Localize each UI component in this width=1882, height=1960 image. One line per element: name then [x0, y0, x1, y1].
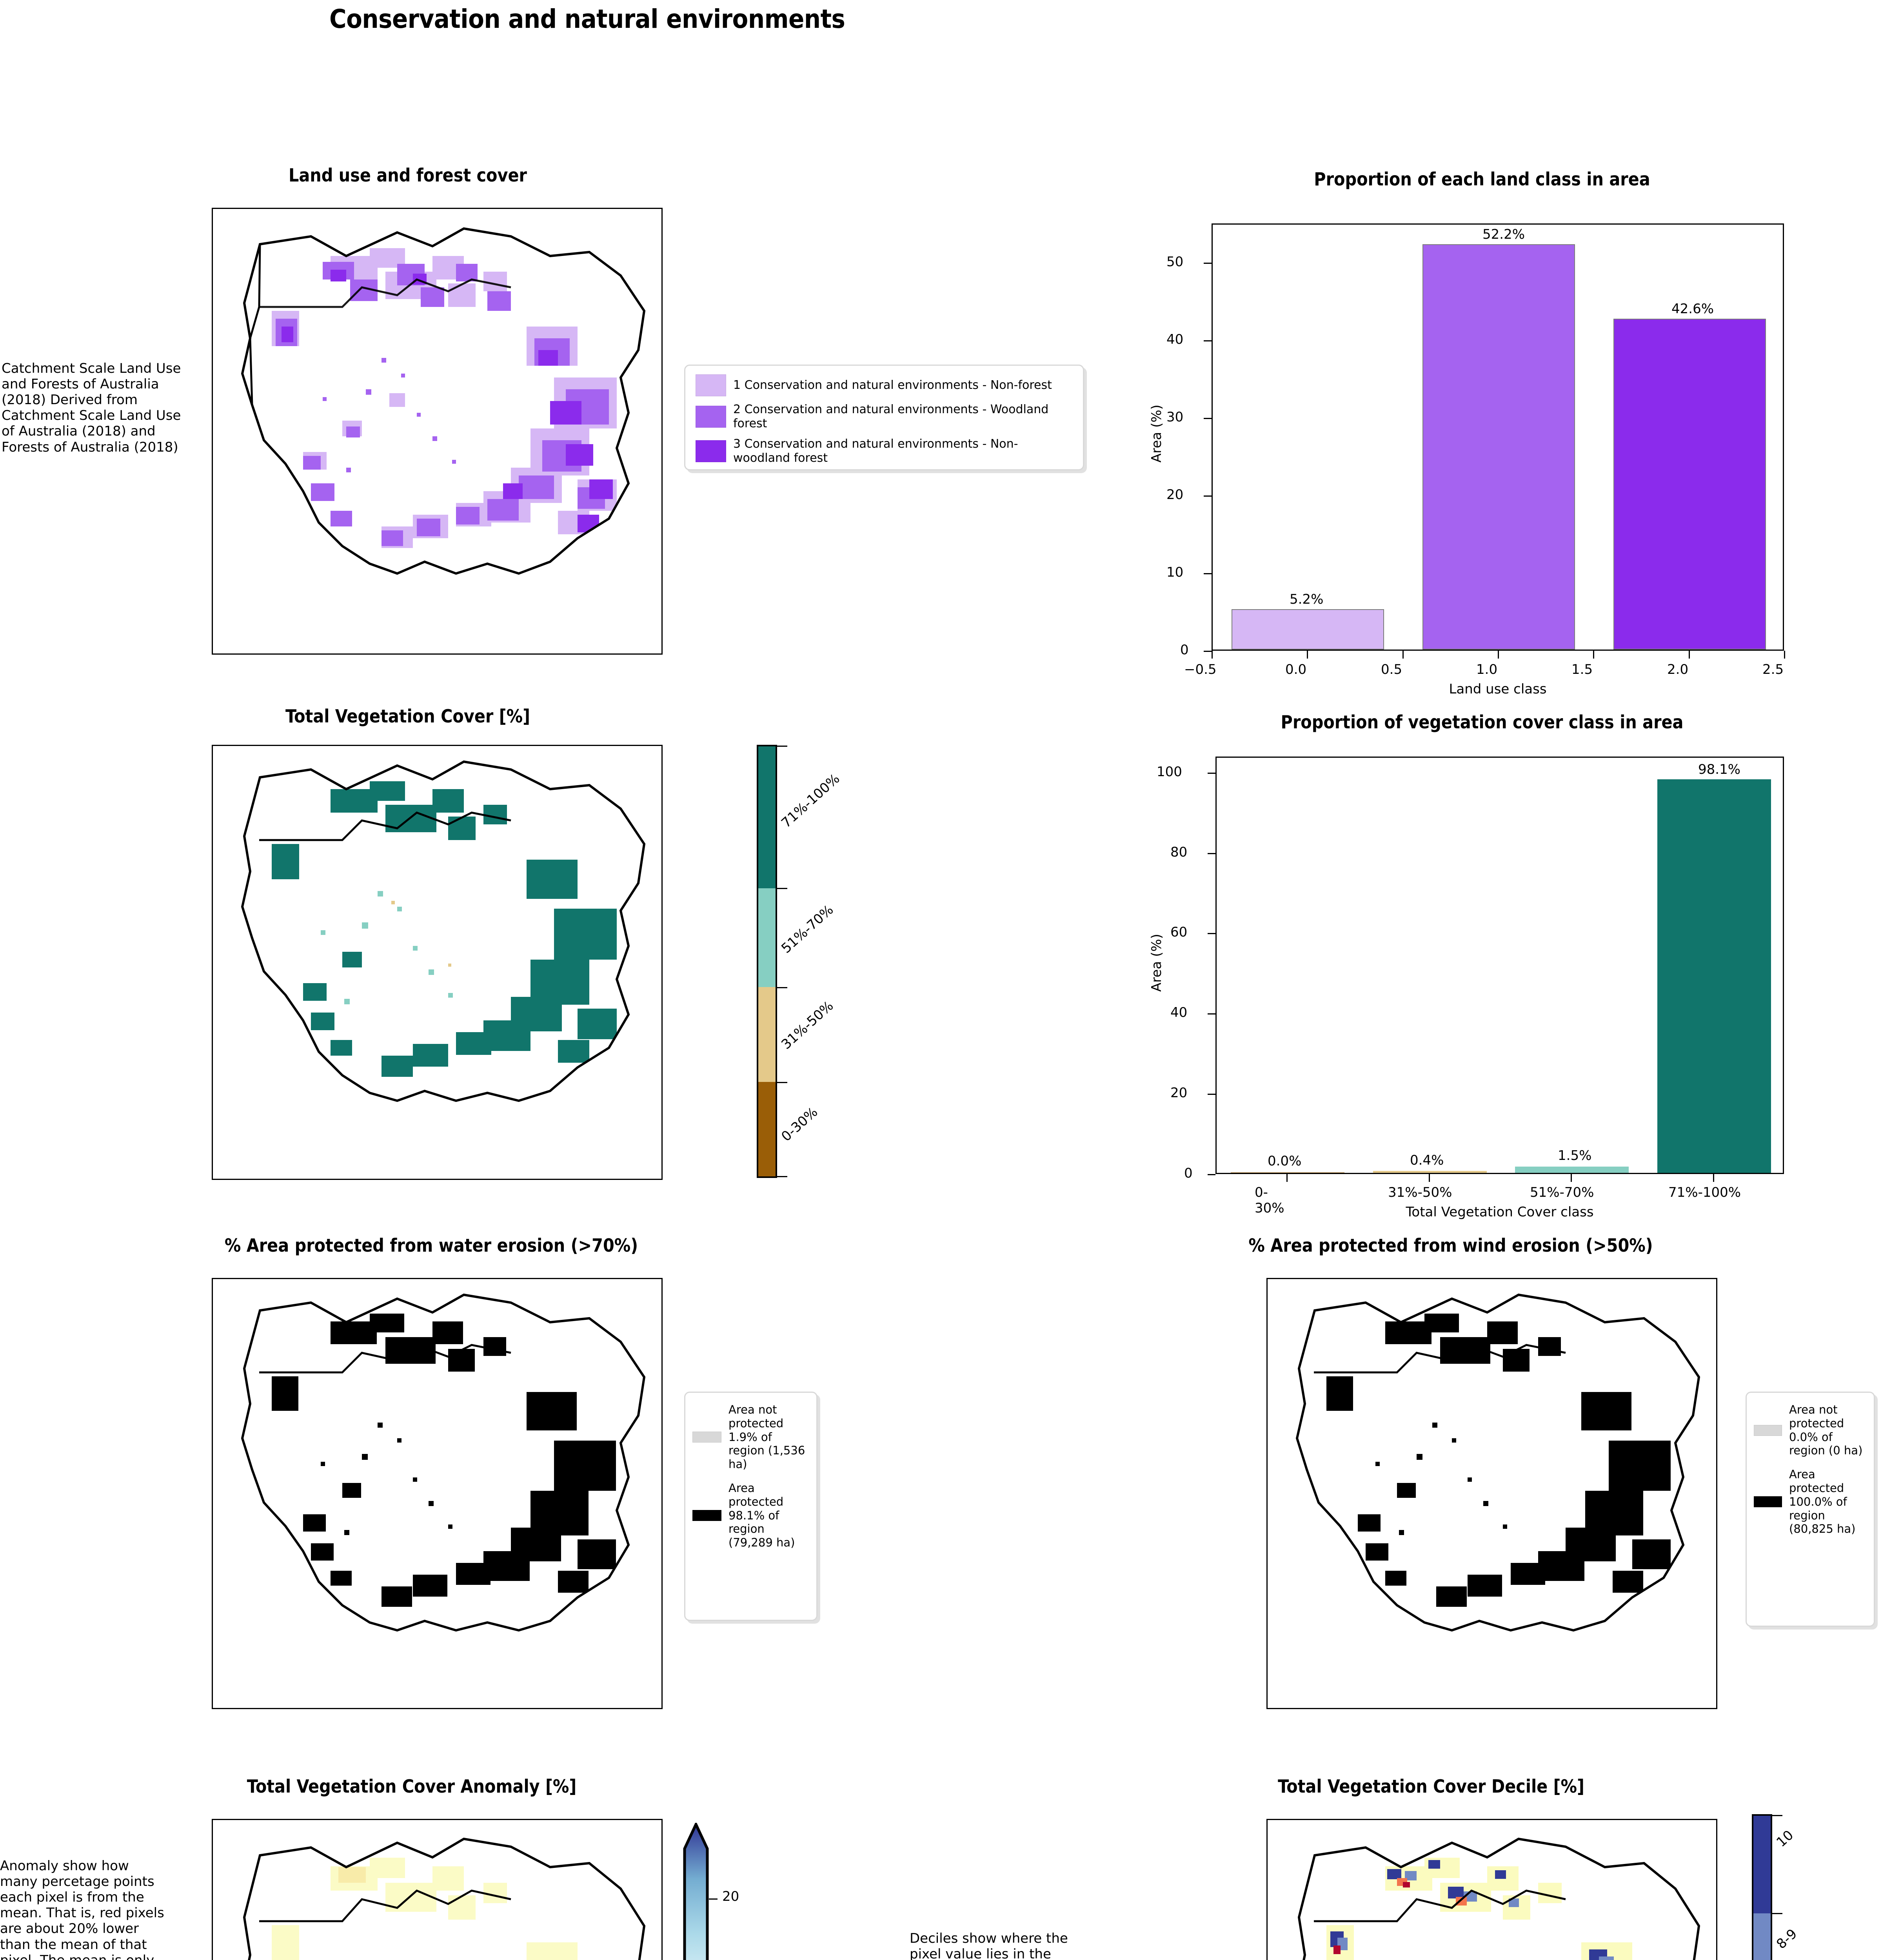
land-class-chart-plot: 5.2% 52.2% 42.6% — [1212, 223, 1784, 651]
legend-swatch-not-protected — [692, 1431, 721, 1443]
anomaly-map-graphic — [242, 1837, 646, 1960]
legend-item: 1 Conservation and natural environments … — [696, 374, 1073, 396]
veg-class-chart-plot: 0.0% 0.4% 1.5% 98.1% — [1215, 757, 1784, 1174]
legend-item: 3 Conservation and natural environments … — [696, 437, 1073, 465]
legend-swatch-protected — [692, 1510, 721, 1521]
wind-erosion-map-title: % Area protected from wind erosion (>50%… — [1248, 1235, 1653, 1256]
land-class-x-axis-title: Land use class — [1449, 681, 1547, 697]
veg-class-x-axis-title: Total Vegetation Cover class — [1406, 1204, 1594, 1220]
land-class-chart-title: Proportion of each land class in area — [1314, 169, 1650, 190]
decile-colorbar — [1752, 1814, 1772, 1960]
veg-cover-map — [212, 745, 663, 1180]
legend-label: Area protected 100.0% of region (80,825 … — [1789, 1468, 1856, 1536]
legend-item: 2 Conservation and natural environments … — [696, 403, 1073, 431]
water-erosion-map — [212, 1278, 663, 1709]
bar-veg-71-100 — [1657, 779, 1771, 1173]
bar-veg-0-30 — [1231, 1172, 1344, 1173]
veg-colorbar-label-0-30: 0-30% — [778, 1104, 821, 1145]
bar-label-veg-51-70: 1.5% — [1558, 1148, 1592, 1163]
anomaly-note: Anomaly show how many percetage points e… — [0, 1858, 164, 1960]
decile-label-8-9: 8-9 — [1773, 1926, 1800, 1952]
legend-label: Area not protected 1.9% of region (1,536… — [728, 1403, 805, 1471]
wind-erosion-map — [1266, 1278, 1717, 1709]
decile-map-title: Total Vegetation Cover Decile [%] — [1278, 1776, 1584, 1797]
anomaly-colorbar-graphic — [683, 1821, 709, 1960]
water-erosion-map-title: % Area protected from water erosion (>70… — [224, 1235, 638, 1256]
bar-class-1 — [1422, 244, 1575, 650]
veg-colorbar-label-71-100: 71%-100% — [778, 771, 843, 831]
legend-label: 3 Conservation and natural environments … — [733, 437, 1018, 465]
anomaly-map-title: Total Vegetation Cover Anomaly [%] — [247, 1776, 577, 1797]
bar-label-veg-0-30: 0.0% — [1268, 1153, 1302, 1169]
bar-veg-51-70 — [1515, 1167, 1629, 1173]
wind-erosion-legend: Area not protected 0.0% of region (0 ha)… — [1746, 1392, 1875, 1627]
anomaly-map — [212, 1819, 663, 1960]
decile-map — [1266, 1819, 1717, 1960]
legend-item: Area not protected 0.0% of region (0 ha) — [1754, 1403, 1867, 1457]
veg-colorbar-label-51-70: 51%-70% — [778, 902, 837, 956]
legend-swatch-not-protected — [1754, 1425, 1782, 1436]
decile-label-10: 10 — [1773, 1827, 1797, 1850]
legend-swatch-nonwoodland-forest — [696, 440, 726, 462]
legend-label: 2 Conservation and natural environments … — [733, 403, 1049, 430]
bar-label-veg-71-100: 98.1% — [1698, 762, 1741, 777]
land-use-map-title: Land use and forest cover — [289, 165, 527, 186]
bar-class-2 — [1613, 319, 1766, 650]
decile-note: Deciles show where the pixel value lies … — [910, 1931, 1068, 1960]
veg-cover-map-title: Total Vegetation Cover [%] — [285, 706, 530, 727]
bar-class-0 — [1232, 609, 1384, 650]
land-use-map-graphic — [241, 227, 646, 575]
bar-label-class-1: 52.2% — [1482, 227, 1525, 242]
decile-map-graphic — [1297, 1837, 1700, 1960]
land-use-source-note: Catchment Scale Land Use and Forests of … — [2, 361, 181, 455]
page-title: Conservation and natural environments — [329, 4, 845, 34]
veg-class-chart-title: Proportion of vegetation cover class in … — [1281, 711, 1684, 733]
legend-item: Area not protected 1.9% of region (1,536… — [692, 1403, 809, 1471]
legend-label: Area protected 98.1% of region (79,289 h… — [728, 1481, 795, 1550]
anomaly-colorbar — [683, 1821, 709, 1960]
bar-veg-31-50 — [1373, 1171, 1487, 1173]
legend-item: Area protected 98.1% of region (79,289 h… — [692, 1481, 809, 1550]
water-erosion-map-graphic — [241, 1293, 646, 1632]
legend-swatch-nonforest — [696, 374, 726, 396]
legend-swatch-protected — [1754, 1496, 1782, 1508]
veg-colorbar-label-31-50: 31%-50% — [778, 998, 837, 1053]
legend-item: Area protected 100.0% of region (80,825 … — [1754, 1468, 1867, 1536]
land-class-y-axis-title: Area (%) — [1149, 405, 1164, 463]
wind-erosion-map-graphic — [1295, 1293, 1700, 1632]
land-use-map — [212, 208, 663, 655]
bar-label-class-2: 42.6% — [1671, 301, 1714, 317]
bar-label-class-0: 5.2% — [1290, 592, 1324, 607]
legend-label: Area not protected 0.0% of region (0 ha) — [1789, 1403, 1863, 1457]
bar-label-veg-31-50: 0.4% — [1410, 1152, 1444, 1168]
water-erosion-legend: Area not protected 1.9% of region (1,536… — [684, 1392, 817, 1621]
veg-cover-map-graphic — [241, 760, 646, 1102]
anomaly-tick-20: 20 — [722, 1889, 739, 1904]
legend-label: 1 Conservation and natural environments … — [733, 378, 1052, 392]
veg-class-y-axis-title: Area (%) — [1149, 934, 1164, 992]
veg-cover-colorbar — [757, 745, 777, 1178]
land-use-legend: 1 Conservation and natural environments … — [684, 365, 1084, 470]
legend-swatch-woodland-forest — [696, 406, 726, 428]
